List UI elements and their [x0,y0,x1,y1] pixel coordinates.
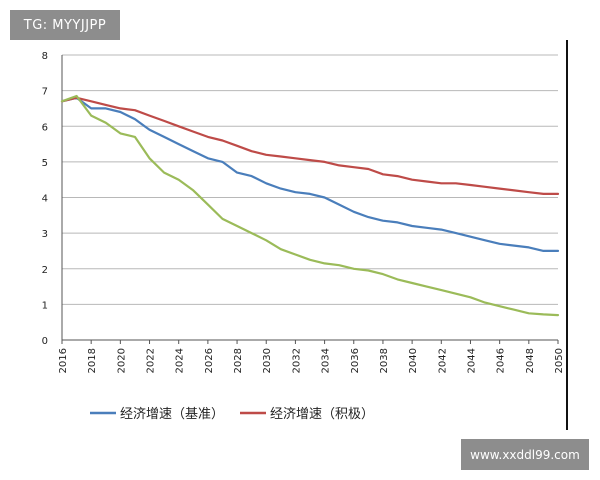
y-tick-label: 1 [42,300,48,311]
x-tick-label: 2042 [437,348,448,373]
x-tick-label: 2038 [379,348,390,373]
y-tick-label: 2 [42,265,48,276]
x-tick-label: 2016 [58,348,69,373]
x-tick-label: 2026 [204,348,215,373]
series-line-1 [60,96,560,252]
x-tick-label: 2028 [233,348,244,373]
watermark-top: TG: MYYJJPP [10,10,120,40]
x-tick-label: 2024 [175,348,186,373]
x-tick-label: 2030 [262,348,273,373]
y-tick-label: 5 [42,158,48,169]
x-tick-label: 2048 [525,348,536,373]
axis-layer: 0 1 2 3 4 5 6 7 8 2016 2018 2020 2022 2024 2026 2028 203… [42,51,565,373]
x-tick-label: 2050 [554,348,565,373]
x-tick-label: 2020 [116,348,127,373]
y-tick-label: 0 [42,336,48,347]
grid-layer [62,54,558,305]
watermark-bottom: www.xxddl99.com [461,439,589,470]
right-border-line [566,40,568,430]
y-tick-label: 8 [42,51,48,62]
legend-label-1: 经济增速（基准） [120,407,224,422]
x-tick-label: 2040 [408,348,419,373]
legend-label-2: 经济增速（积极） [270,407,374,422]
y-tick-label: 7 [42,87,48,98]
x-tick-label: 2022 [146,348,157,373]
legend: 经济增速（基准） 经济增速（积极） [90,407,374,422]
series-line-3 [60,94,560,317]
x-tick-label: 2018 [87,348,98,373]
x-tick-label: 2044 [466,348,477,373]
x-tick-label: 2046 [496,348,507,373]
y-tick-label: 6 [42,122,48,133]
y-tick-label: 4 [42,194,48,205]
y-tick-label: 3 [42,229,48,240]
x-tick-label: 2034 [321,348,332,373]
x-tick-label: 2036 [350,348,361,373]
series-layer [60,94,560,317]
x-tick-label: 2032 [291,348,302,373]
series-line-2 [60,96,560,195]
